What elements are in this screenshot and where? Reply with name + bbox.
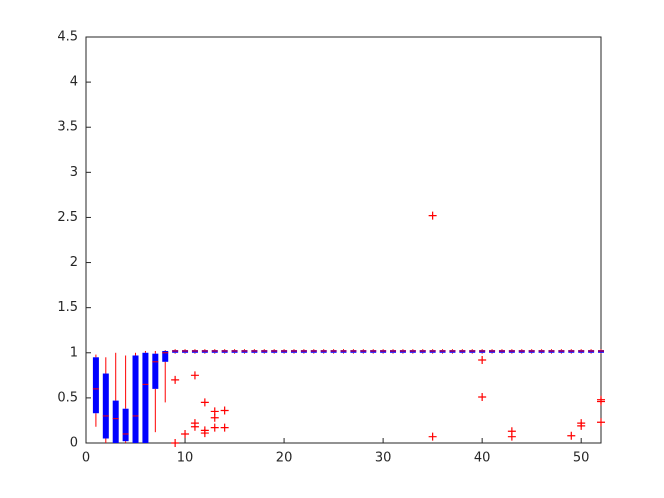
outlier xyxy=(597,397,605,406)
x-tick-label: 50 xyxy=(573,451,590,466)
outlier xyxy=(210,423,219,432)
y-tick-label: 1 xyxy=(70,345,78,360)
x-tick-label: 10 xyxy=(177,451,194,466)
outlier xyxy=(428,432,437,441)
box xyxy=(122,408,129,442)
outlier xyxy=(597,418,605,427)
y-tick-label: 3.5 xyxy=(57,120,78,135)
y-tick-label: 0 xyxy=(70,436,78,451)
outlier xyxy=(171,375,180,384)
x-tick-label: 20 xyxy=(276,451,293,466)
outlier xyxy=(210,413,219,422)
y-tick-label: 4 xyxy=(70,75,78,90)
outlier xyxy=(478,392,487,401)
outlier xyxy=(181,429,190,438)
outlier xyxy=(200,429,209,438)
outlier xyxy=(200,398,209,407)
x-tick-label: 40 xyxy=(474,451,491,466)
outlier xyxy=(577,421,586,430)
box xyxy=(142,352,149,443)
y-tick-label: 4.5 xyxy=(57,30,78,45)
outlier xyxy=(190,371,199,380)
outlier xyxy=(171,439,180,447)
outlier xyxy=(220,406,229,415)
y-tick-label: 1.5 xyxy=(57,300,78,315)
outlier xyxy=(478,355,487,364)
box xyxy=(92,357,99,414)
outlier xyxy=(428,211,437,220)
outlier xyxy=(220,423,229,432)
outlier xyxy=(507,432,516,441)
box xyxy=(162,350,169,362)
y-tick-label: 2 xyxy=(70,255,78,270)
box xyxy=(112,400,119,443)
outlier xyxy=(190,422,199,431)
box xyxy=(132,355,139,443)
plot-frame xyxy=(85,36,602,444)
x-tick-label: 0 xyxy=(82,451,90,466)
y-tick-label: 0.5 xyxy=(57,390,78,405)
y-tick-label: 2.5 xyxy=(57,210,78,225)
box xyxy=(152,353,159,389)
x-tick-label: 30 xyxy=(375,451,392,466)
y-tick-label: 3 xyxy=(70,165,78,180)
box xyxy=(102,373,109,439)
outlier xyxy=(567,431,576,440)
